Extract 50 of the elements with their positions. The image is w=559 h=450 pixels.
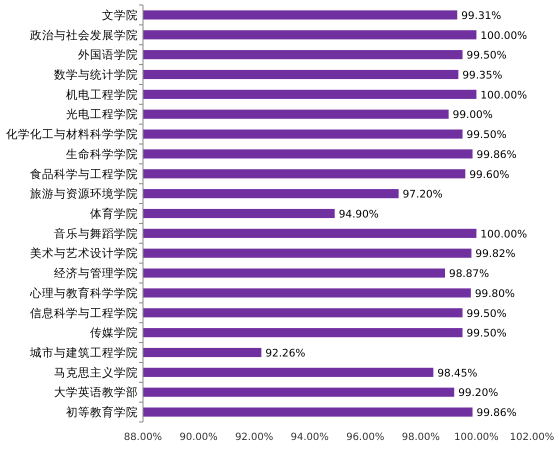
- data-label: 99.80%: [474, 288, 515, 300]
- y-tick-label: 旅游与资源环境学院: [30, 186, 138, 201]
- y-tick-label: 生命科学学院: [66, 146, 138, 161]
- y-tick-label: 心理与教育科学学院: [29, 286, 138, 300]
- y-tick-label: 经济与管理学院: [54, 266, 138, 280]
- x-tick-label: 100.00%: [454, 432, 499, 443]
- y-tick-label: 马克思主义学院: [54, 365, 138, 380]
- x-tick-label: 94.00%: [290, 432, 329, 443]
- y-tick-label: 机电工程学院: [66, 87, 138, 102]
- data-label: 99.50%: [466, 308, 507, 320]
- data-label: 99.82%: [475, 248, 516, 260]
- y-tick-label: 光电工程学院: [66, 107, 138, 122]
- data-label: 99.86%: [476, 407, 517, 420]
- x-tick-label: 96.00%: [346, 432, 384, 443]
- x-tick-label: 98.00%: [402, 432, 440, 443]
- data-label: 99.31%: [461, 10, 502, 22]
- data-label: 99.50%: [466, 129, 507, 142]
- y-tick-label: 外国语学院: [78, 48, 138, 62]
- x-tick-label: 88.00%: [124, 432, 162, 443]
- y-tick-label: 文学院: [102, 8, 138, 22]
- data-label: 97.20%: [402, 188, 443, 201]
- x-tick-label: 92.00%: [235, 432, 274, 443]
- data-label: 98.45%: [437, 367, 478, 380]
- y-tick-label: 大学英语教学部: [54, 385, 138, 400]
- y-tick-label: 美术与艺术设计学院: [30, 246, 138, 260]
- y-tick-label: 传媒学院: [90, 326, 138, 340]
- y-tick-label: 初等教育学院: [66, 405, 138, 420]
- y-tick-label: 城市与建筑工程学院: [29, 346, 138, 360]
- y-tick-label: 食品科学与工程学院: [30, 166, 138, 181]
- data-label: 100.00%: [480, 30, 528, 42]
- data-label: 99.20%: [458, 387, 498, 400]
- y-tick-label: 数学与统计学院: [54, 68, 138, 82]
- data-label: 99.50%: [466, 50, 507, 62]
- x-tick-label: 90.00%: [180, 432, 218, 443]
- data-label: 99.60%: [469, 168, 510, 181]
- data-label: 100.00%: [480, 89, 528, 102]
- data-label: 100.00%: [480, 228, 528, 240]
- data-label: 94.90%: [338, 208, 379, 220]
- x-tick-label: 102.00%: [510, 432, 554, 443]
- y-tick-label: 信息科学与工程学院: [30, 306, 138, 320]
- data-label: 99.86%: [476, 148, 517, 161]
- data-label: 99.35%: [462, 70, 502, 82]
- y-tick-label: 音乐与舞蹈学院: [54, 226, 138, 240]
- y-tick-label: 体育学院: [90, 206, 138, 220]
- y-tick-label: 政治与社会发展学院: [30, 28, 138, 42]
- data-label: 99.00%: [452, 109, 493, 122]
- data-label: 99.50%: [466, 328, 507, 340]
- data-label: 92.26%: [265, 348, 306, 360]
- data-label: 98.87%: [449, 268, 490, 280]
- y-tick-label: 化学化工与材料科学学院: [6, 127, 138, 142]
